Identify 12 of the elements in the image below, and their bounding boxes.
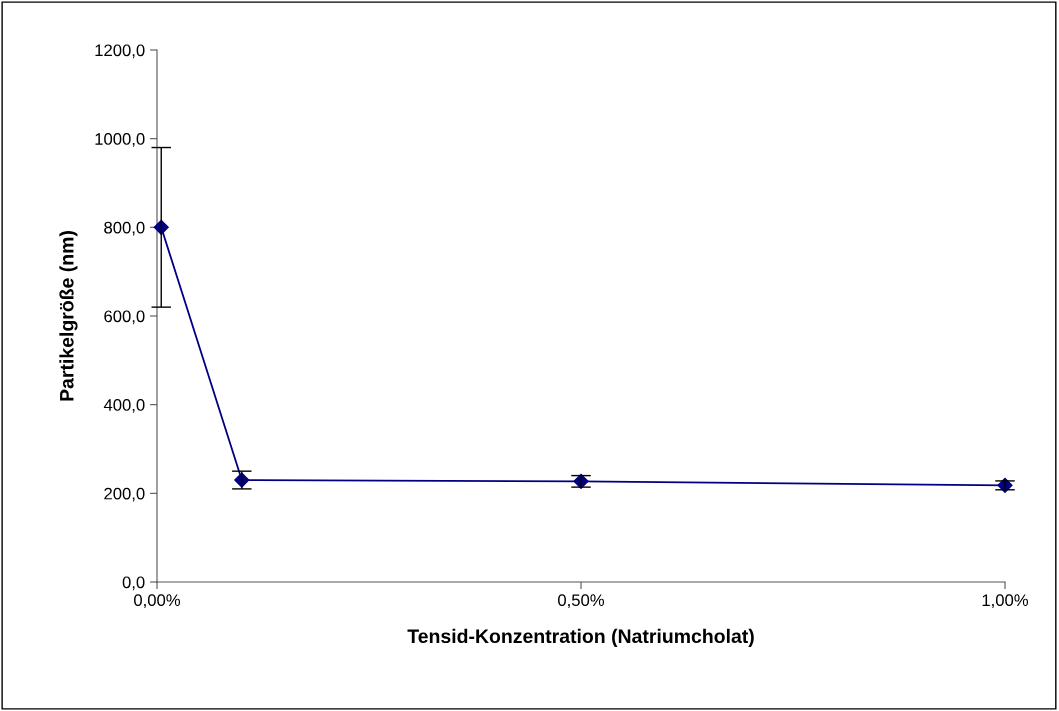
y-tick-label: 1200,0 [95,44,145,59]
x-tick-label: 0,00% [134,594,181,609]
y-tick-label: 0,0 [122,576,145,591]
y-tick-label: 400,0 [103,399,145,413]
x-tick-label: 1,00% [982,594,1029,609]
y-axis-title: Partikelgröße (nm) [59,231,78,401]
y-tick-label: 200,0 [104,487,145,502]
x-axis-title: Tensid-Konzentration (Natriumcholat) [407,628,754,647]
y-tick-label: 600,0 [104,310,145,325]
y-tick-label: 800,0 [104,221,145,236]
y-tick-label: 1000,0 [95,133,145,147]
x-tick-label: 0,50% [558,594,605,609]
